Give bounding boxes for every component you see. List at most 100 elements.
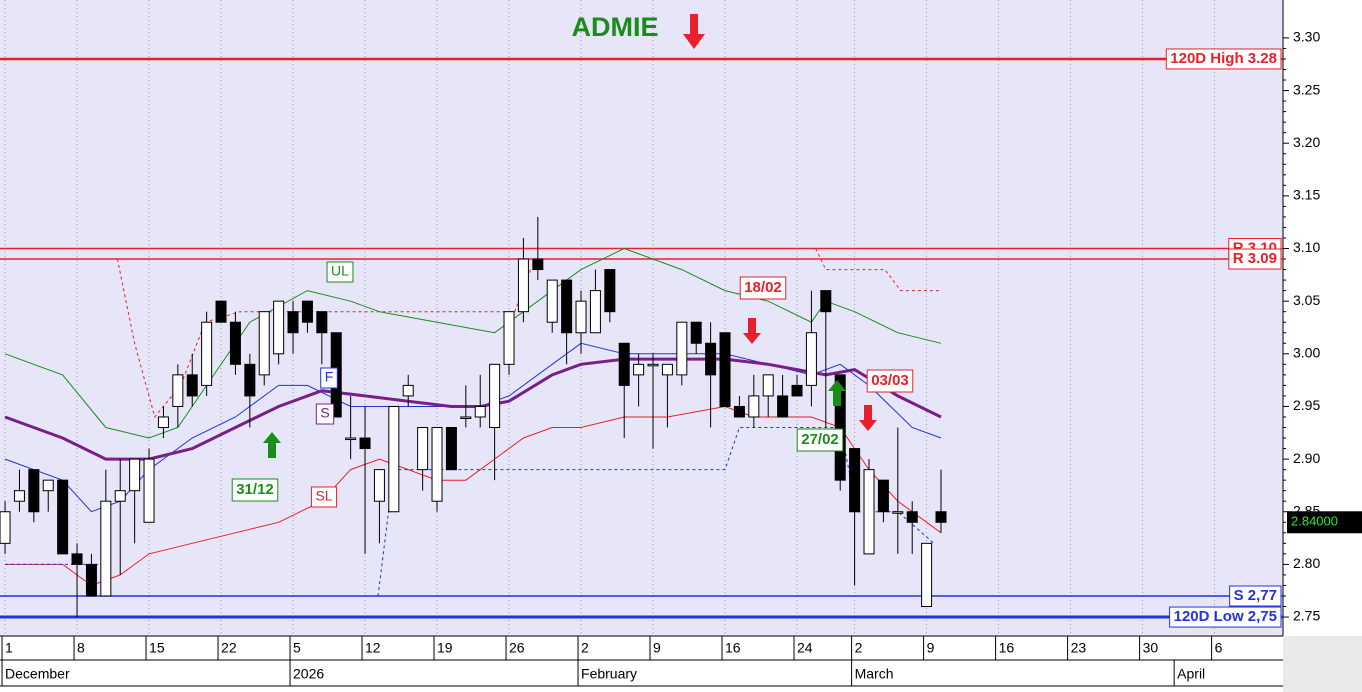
candle-body xyxy=(777,395,789,418)
y-tick-label: 2.75 xyxy=(1293,608,1320,624)
x-tick-label: 16 xyxy=(999,640,1015,656)
y-tick-label: 3.15 xyxy=(1293,187,1320,203)
last-price-label: 2.84000 xyxy=(1291,514,1338,529)
x-tick-label: 22 xyxy=(221,640,237,656)
line-label-box xyxy=(310,486,338,508)
candle-body xyxy=(100,500,112,597)
candle-body xyxy=(863,469,875,555)
x-tick-label: 12 xyxy=(365,640,381,656)
candle-body xyxy=(935,511,947,523)
line-label-box xyxy=(320,367,338,389)
month-label: March xyxy=(855,666,894,682)
candle-body xyxy=(921,542,933,608)
line-label-box xyxy=(326,261,354,283)
x-tick-label: 16 xyxy=(725,640,741,656)
candle-body xyxy=(287,311,299,334)
indicator-line xyxy=(4,247,942,439)
candle-body xyxy=(345,437,357,441)
candle-body xyxy=(618,342,630,386)
y-tick-label: 3.30 xyxy=(1293,29,1320,45)
month-label: 2026 xyxy=(293,666,324,682)
x-tick-label: 19 xyxy=(437,640,453,656)
signal-arrow xyxy=(828,380,846,406)
line-label: F xyxy=(325,369,334,385)
candle-body xyxy=(71,553,83,565)
x-tick-label: 1 xyxy=(5,640,13,656)
candle-body xyxy=(201,321,213,386)
candle-body xyxy=(690,321,702,344)
candle-body xyxy=(172,374,184,407)
signal-label: 18/02 xyxy=(744,279,782,296)
candle-body xyxy=(589,290,601,334)
candle-body xyxy=(229,321,241,365)
candle-body xyxy=(575,300,587,334)
level-label: 120D High 3.28 xyxy=(1170,50,1277,67)
candle-body xyxy=(748,395,760,418)
candle-body xyxy=(647,363,659,367)
indicator-line xyxy=(116,248,941,419)
candle-body xyxy=(517,258,529,313)
y-tick-label: 3.00 xyxy=(1293,345,1320,361)
x-tick-label: 26 xyxy=(509,640,525,656)
candle-body xyxy=(532,258,544,271)
candle-body xyxy=(791,384,803,397)
candle-body xyxy=(57,479,69,555)
signal-label-box xyxy=(866,369,914,393)
candle-body xyxy=(13,490,25,502)
candle-body xyxy=(402,384,414,397)
candle-body xyxy=(215,300,227,323)
candle-body xyxy=(546,279,558,323)
candle-body xyxy=(431,427,443,502)
candle-body xyxy=(474,405,486,418)
candle-body xyxy=(906,511,918,523)
level-label-box xyxy=(1228,248,1282,270)
y-tick-label: 2.80 xyxy=(1293,555,1320,571)
y-tick-label: 3.25 xyxy=(1293,81,1320,97)
candle-body xyxy=(676,321,688,376)
candle-body xyxy=(301,300,313,323)
last-price-box xyxy=(1287,511,1362,534)
y-tick-label: 2.90 xyxy=(1293,450,1320,466)
line-label: UL xyxy=(331,263,349,279)
signal-label-box xyxy=(796,428,844,452)
candle-body xyxy=(661,363,673,376)
y-tick-label: 2.95 xyxy=(1293,397,1320,413)
title-arrow xyxy=(683,14,705,49)
candle-body xyxy=(244,363,256,397)
candle-body xyxy=(762,374,774,397)
candle-body xyxy=(460,416,472,419)
month-label: December xyxy=(5,666,70,682)
candle-body xyxy=(705,342,717,376)
level-label-box xyxy=(1229,585,1282,607)
signal-label: 31/12 xyxy=(236,481,274,498)
candle-body xyxy=(503,311,515,365)
candle-body xyxy=(85,563,97,597)
y-tick-label: 3.20 xyxy=(1293,134,1320,150)
candle-body xyxy=(733,405,745,418)
candle-body xyxy=(489,363,501,429)
candle-body xyxy=(129,458,141,492)
line-label-box xyxy=(315,403,335,425)
x-tick-label: 2 xyxy=(581,640,589,656)
candle-body xyxy=(157,416,169,429)
candle-body xyxy=(719,332,731,407)
signal-arrow xyxy=(859,405,877,431)
x-tick-label: 9 xyxy=(653,640,661,656)
candle-body xyxy=(28,469,40,513)
plot-area xyxy=(0,0,1283,636)
x-tick-label: 6 xyxy=(1215,640,1223,656)
candle-body xyxy=(561,279,573,334)
candle-body xyxy=(373,469,385,502)
candle-body xyxy=(417,427,429,471)
x-tick-label: 2 xyxy=(855,640,863,656)
candle-body xyxy=(877,479,889,513)
level-label-box xyxy=(1165,48,1282,70)
x-tick-label: 5 xyxy=(293,640,301,656)
signal-arrow xyxy=(263,432,281,458)
signal-label: 03/03 xyxy=(871,372,909,389)
candle-body xyxy=(273,300,285,355)
candle-body xyxy=(143,458,155,523)
candle-body xyxy=(42,479,54,492)
x-tick-label: 8 xyxy=(77,640,85,656)
candle-body xyxy=(388,405,400,513)
